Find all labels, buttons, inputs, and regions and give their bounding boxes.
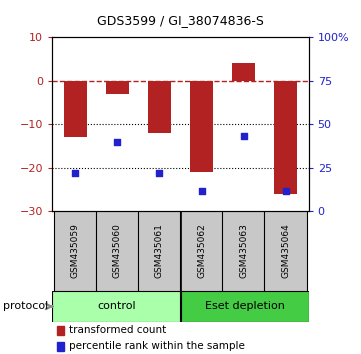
Point [73,170,78,176]
Point [199,188,204,193]
Text: percentile rank within the sample: percentile rank within the sample [69,341,245,351]
Bar [222,211,265,291]
Text: GSM435063: GSM435063 [239,224,248,279]
Text: GSM435064: GSM435064 [281,224,290,278]
Bar [274,81,297,194]
Bar [232,63,255,81]
Text: control: control [97,302,136,312]
Text: GSM435060: GSM435060 [113,224,122,279]
Bar [57,326,64,335]
Bar [264,211,307,291]
Bar [190,81,213,172]
Bar [180,211,223,291]
Text: GSM435059: GSM435059 [71,224,80,279]
Bar [180,291,309,322]
Bar [138,211,180,291]
Text: Eset depletion: Eset depletion [205,302,284,312]
Point [283,188,288,193]
Bar [148,81,171,133]
Point [241,134,247,139]
Text: GSM435062: GSM435062 [197,224,206,278]
Bar [52,291,180,322]
Text: protocol: protocol [4,302,49,312]
Bar [54,211,97,291]
Bar [96,211,139,291]
Point [114,139,120,144]
Bar [106,81,129,94]
Point [157,170,162,176]
Text: transformed count: transformed count [69,325,166,335]
Bar [57,342,64,351]
Text: GDS3599 / GI_38074836-S: GDS3599 / GI_38074836-S [97,14,264,27]
Bar [64,81,87,137]
Text: GSM435061: GSM435061 [155,224,164,279]
